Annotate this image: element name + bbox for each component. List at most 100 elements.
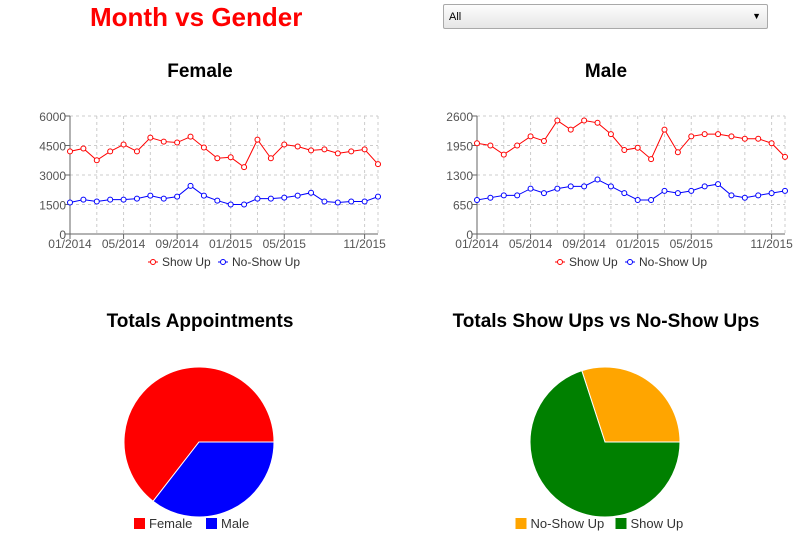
no-show-up-data-point	[133, 195, 140, 202]
no-show-up-data-point	[294, 192, 301, 199]
filter-select[interactable]: All ▼	[443, 4, 768, 29]
legend-swatch-icon	[206, 518, 217, 529]
showups-pie-title: Totals Show Ups vs No-Show Ups	[452, 311, 760, 332]
show-up-data-point	[782, 153, 788, 160]
y-tick-label: 6000	[39, 110, 66, 124]
no-show-up-data-point	[607, 183, 614, 190]
legend-marker-icon	[627, 259, 633, 265]
show-up-data-point	[661, 126, 668, 133]
legend-marker-icon	[557, 259, 563, 265]
no-show-up-data-point	[160, 195, 167, 202]
legend-swatch-icon	[615, 518, 627, 529]
show-up-data-point	[80, 145, 87, 152]
no-show-up-data-point	[321, 198, 328, 205]
show-up-data-point	[321, 146, 328, 153]
no-show-up-data-point	[334, 199, 341, 206]
show-up-data-point	[688, 133, 695, 140]
no-show-up-data-point	[241, 201, 248, 208]
y-tick-label: 1500	[39, 199, 66, 213]
x-tick-label: 01/2014	[455, 237, 499, 251]
show-up-data-point	[241, 164, 248, 171]
show-up-data-point	[755, 135, 762, 142]
no-show-up-data-point	[634, 196, 641, 203]
no-show-up-series-line	[476, 178, 786, 201]
show-up-series-line	[476, 119, 786, 160]
no-show-up-data-point	[375, 193, 381, 200]
show-up-data-point	[334, 150, 341, 157]
no-show-up-data-point	[567, 183, 574, 190]
show-up-data-point	[133, 148, 140, 155]
legend-swatch-icon	[515, 518, 527, 529]
x-tick-label: 01/2015	[209, 237, 253, 251]
no-show-up-data-point	[674, 190, 681, 197]
show-up-data-point	[93, 157, 100, 164]
y-tick-label: 2600	[446, 110, 473, 124]
legend-marker-icon	[150, 259, 156, 265]
y-tick-label: 1300	[446, 169, 473, 183]
y-tick-label: 650	[453, 199, 473, 213]
no-show-up-data-point	[80, 196, 87, 203]
show-up-data-point	[581, 117, 588, 124]
x-tick-label: 01/2014	[48, 237, 92, 251]
no-show-up-data-point	[120, 196, 127, 203]
show-up-data-point	[741, 135, 748, 142]
no-show-up-data-point	[741, 194, 748, 201]
show-up-data-point	[254, 136, 261, 143]
legend-label-no-show-up: No-Show Up	[531, 516, 605, 531]
no-show-up-data-point	[554, 185, 561, 192]
show-up-data-point	[768, 140, 775, 147]
show-up-data-point	[567, 126, 574, 133]
no-show-up-data-point	[254, 195, 261, 202]
show-up-data-point	[701, 131, 708, 138]
show-up-data-point	[487, 142, 494, 149]
show-up-data-point	[674, 149, 681, 156]
no-show-up-data-point	[728, 192, 735, 199]
appointments-pie-title: Totals Appointments	[106, 311, 294, 332]
no-show-up-data-point	[67, 199, 73, 206]
no-show-up-data-point	[348, 198, 355, 205]
x-tick-label: 05/2014	[102, 237, 146, 251]
y-tick-label: 0	[59, 228, 66, 242]
no-show-up-data-point	[621, 190, 628, 197]
totals-appointments-pie-chart: Female Male	[123, 366, 275, 531]
no-show-up-data-point	[487, 194, 494, 201]
show-up-data-point	[621, 147, 628, 154]
show-up-data-point	[308, 147, 315, 154]
female-line-chart: 0 1500 3000 4500 6000 01/2014 05/2014 09/2014 01…	[39, 110, 386, 269]
no-show-up-data-point	[361, 198, 368, 205]
no-show-up-series-line	[69, 185, 379, 205]
show-up-data-point	[294, 143, 301, 150]
show-up-data-point	[147, 134, 154, 141]
show-up-data-point	[607, 131, 614, 138]
male-line-chart: 0 650 1300 1950 2600 01/2014 05/2014 09/2014 01/…	[446, 110, 793, 269]
show-up-data-point	[474, 140, 480, 147]
y-tick-label: 4500	[39, 140, 66, 154]
legend-label-female: Female	[149, 516, 192, 531]
no-show-up-data-point	[768, 190, 775, 197]
y-tick-label: 1950	[446, 140, 473, 154]
y-tick-label: 0	[466, 228, 473, 242]
chevron-down-icon: ▼	[752, 11, 761, 21]
no-show-up-data-point	[500, 192, 507, 199]
legend-label-show-up: Show Up	[631, 516, 684, 531]
show-up-data-point	[227, 154, 234, 161]
no-show-up-data-point	[147, 192, 154, 199]
show-up-data-point	[281, 141, 288, 148]
show-up-data-point	[174, 139, 181, 146]
pie-slice-male	[152, 441, 275, 518]
show-up-data-point	[375, 161, 381, 168]
legend-label-no-show-up: No-Show Up	[232, 255, 300, 269]
x-tick-label: 09/2014	[562, 237, 606, 251]
no-show-up-data-point	[267, 195, 274, 202]
y-tick-label: 3000	[39, 169, 66, 183]
show-up-data-point	[594, 119, 601, 126]
x-tick-label: 05/2015	[263, 237, 307, 251]
no-show-up-data-point	[701, 183, 708, 190]
no-show-up-data-point	[227, 201, 234, 208]
no-show-up-data-point	[308, 189, 315, 196]
no-show-up-data-point	[93, 198, 100, 205]
show-up-data-point	[214, 155, 221, 162]
no-show-up-data-point	[107, 196, 114, 203]
no-show-up-data-point	[648, 196, 655, 203]
